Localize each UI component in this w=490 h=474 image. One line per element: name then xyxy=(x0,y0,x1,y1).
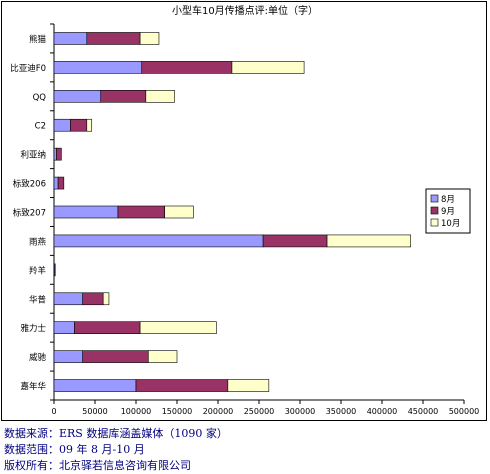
footer-source: 数据来源：ERS 数据库涵盖媒体（1090 家） xyxy=(4,426,488,442)
x-tick-label: 450000 xyxy=(408,407,439,416)
bar xyxy=(75,322,141,334)
bar xyxy=(54,32,87,44)
bar xyxy=(232,61,304,73)
legend-label: 10月 xyxy=(441,219,460,229)
legend-label: 9月 xyxy=(441,207,455,217)
bar xyxy=(54,206,118,218)
bar xyxy=(83,351,149,363)
y-tick-label: 威驰 xyxy=(29,352,47,363)
bar xyxy=(103,293,109,305)
bar xyxy=(54,380,136,392)
chart-frame: 小型车10月传播点评:单位（字） 0 50000 100000 150000 200000… xyxy=(1,1,487,421)
x-tick-label: 250000 xyxy=(244,407,275,416)
y-tick-label: 雨燕 xyxy=(29,236,47,247)
bar xyxy=(136,380,228,392)
x-tick-label: 400000 xyxy=(367,407,398,416)
x-tick-label: 150000 xyxy=(162,407,193,416)
bar xyxy=(56,148,61,160)
bar xyxy=(54,61,142,73)
x-tick-label: 50000 xyxy=(82,407,107,416)
bar xyxy=(87,32,140,44)
bar xyxy=(54,351,83,363)
bar xyxy=(58,177,64,189)
bar xyxy=(54,148,56,160)
bar xyxy=(327,235,411,247)
bar xyxy=(101,90,146,102)
bar xyxy=(54,90,101,102)
y-tick-label: 华普 xyxy=(29,294,47,305)
bar xyxy=(228,380,269,392)
bar xyxy=(165,206,194,218)
bar xyxy=(148,351,177,363)
x-tick-label: 500000 xyxy=(449,407,480,416)
x-tick-label: 300000 xyxy=(285,407,316,416)
bar xyxy=(146,90,175,102)
bar xyxy=(54,177,58,189)
x-tick-label: 100000 xyxy=(121,407,152,416)
bar xyxy=(54,322,75,334)
footer: 数据来源：ERS 数据库涵盖媒体（1090 家） 数据范围：09 年 8 月-1… xyxy=(4,426,488,474)
bar xyxy=(83,293,104,305)
bar xyxy=(263,235,327,247)
bar xyxy=(54,293,83,305)
legend-swatch xyxy=(431,219,438,226)
bar xyxy=(140,32,159,44)
y-tick-label: C2 xyxy=(35,122,46,132)
y-tick-label: 雅力士 xyxy=(20,323,46,334)
bar xyxy=(70,119,86,131)
y-tick-label: 比亚迪F0 xyxy=(10,63,46,74)
x-tick-label: 350000 xyxy=(326,407,357,416)
y-tick-label: 嘉年华 xyxy=(20,381,46,392)
bar xyxy=(87,119,92,131)
bar xyxy=(54,119,70,131)
chart-title: 小型车10月传播点评:单位（字） xyxy=(172,4,318,17)
bar xyxy=(140,322,216,334)
legend-swatch xyxy=(431,207,438,214)
y-tick-label: 熊猫 xyxy=(29,34,47,45)
legend-label: 8月 xyxy=(441,195,455,205)
y-tick-label: 标致206 xyxy=(13,179,46,190)
legend-swatch xyxy=(431,195,438,202)
bar xyxy=(142,61,232,73)
x-tick-label: 0 xyxy=(51,407,56,416)
footer-range: 数据范围：09 年 8 月-10 月 xyxy=(4,442,488,458)
y-tick-label: 标致207 xyxy=(13,208,46,219)
y-tick-label: 羚羊 xyxy=(29,265,47,276)
bar xyxy=(54,235,263,247)
y-tick-label: QQ xyxy=(33,93,47,103)
bar xyxy=(118,206,165,218)
y-tick-label: 利亚纳 xyxy=(20,150,46,161)
x-tick-label: 200000 xyxy=(203,407,234,416)
chart-svg: 小型车10月传播点评:单位（字） 0 50000 100000 150000 200000… xyxy=(2,2,488,422)
